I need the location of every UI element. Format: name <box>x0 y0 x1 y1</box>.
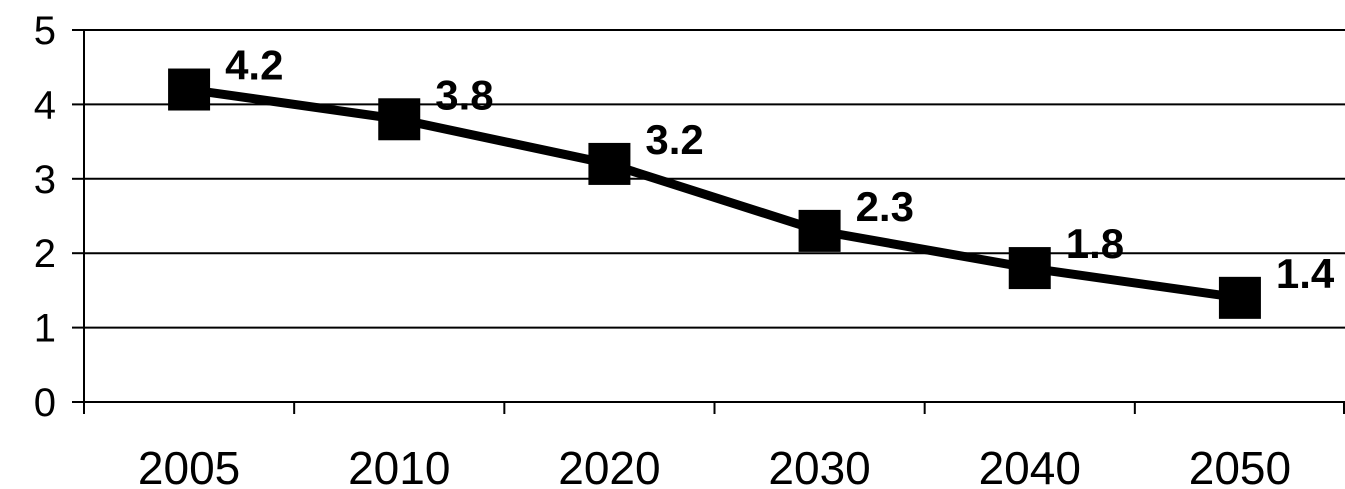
data-markers <box>168 68 1261 319</box>
y-tick-label: 1 <box>34 307 56 351</box>
data-label: 1.4 <box>1276 250 1335 297</box>
x-tick-label: 2030 <box>768 442 870 489</box>
y-axis-ticks: 0 1 2 3 4 5 <box>34 9 56 425</box>
data-point-marker <box>168 68 211 111</box>
data-label: 3.8 <box>435 71 493 118</box>
y-tick-label: 5 <box>34 9 56 53</box>
y-tick-label: 2 <box>34 232 56 276</box>
y-tick-label: 3 <box>34 158 56 202</box>
x-tick-label: 2005 <box>138 442 240 489</box>
axes <box>72 29 1345 414</box>
data-label: 2.3 <box>856 183 914 230</box>
data-label: 3.2 <box>645 116 703 163</box>
y-tick-label: 4 <box>34 83 56 127</box>
series-line-path <box>188 85 1241 303</box>
data-point-marker <box>1218 276 1261 319</box>
x-tick-label: 2020 <box>558 442 660 489</box>
series-line <box>188 85 1241 303</box>
x-tick-label: 2050 <box>1189 442 1291 489</box>
data-labels: 4.2 3.8 3.2 2.3 1.8 1.4 <box>225 42 1335 297</box>
x-tick-label: 2040 <box>979 442 1081 489</box>
y-tick-label: 0 <box>34 381 56 425</box>
data-point-marker <box>588 142 631 185</box>
x-tick-label: 2010 <box>348 442 450 489</box>
data-point-marker <box>378 98 421 141</box>
data-label: 1.8 <box>1066 220 1124 267</box>
x-axis-ticks: 2005 2010 2020 2030 2040 2050 <box>138 442 1291 489</box>
data-point-marker <box>1008 247 1051 290</box>
data-point-marker <box>798 209 841 252</box>
data-label: 4.2 <box>225 42 283 89</box>
